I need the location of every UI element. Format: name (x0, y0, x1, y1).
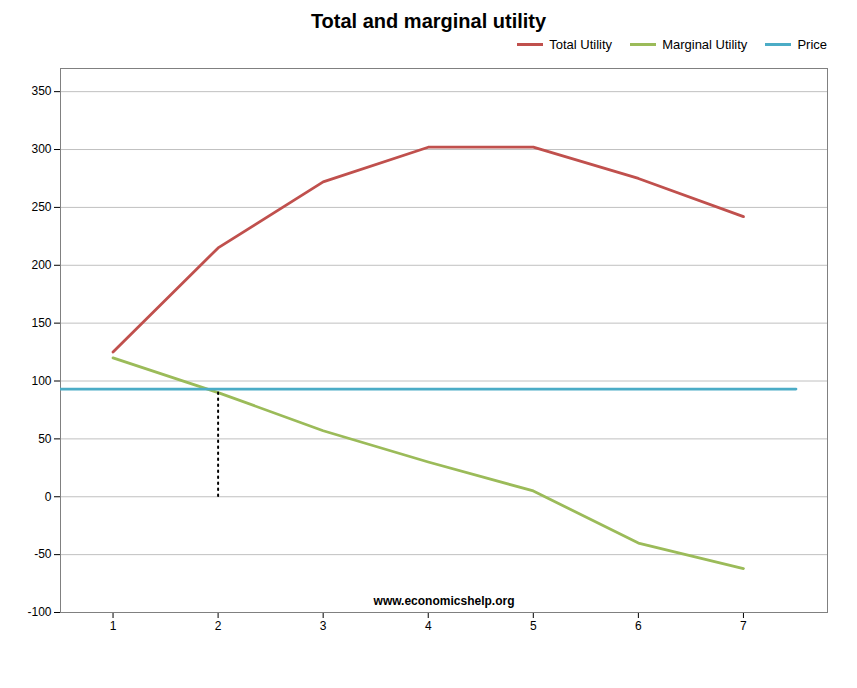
svg-text:4: 4 (425, 619, 432, 633)
svg-text:5: 5 (530, 619, 537, 633)
svg-text:3: 3 (320, 619, 327, 633)
svg-text:350: 350 (31, 84, 51, 98)
svg-text:0: 0 (45, 490, 52, 504)
html-text:Total and marginal utility: Total and marginal utility (310, 10, 547, 32)
svg-text:6: 6 (635, 619, 642, 633)
svg-text:2: 2 (215, 619, 222, 633)
svg-text:100: 100 (31, 374, 51, 388)
svg-text:-100: -100 (27, 605, 51, 619)
svg-text:300: 300 (31, 142, 51, 156)
svg-text:50: 50 (38, 432, 52, 446)
html-text:Marginal Utility: Marginal Utility (662, 37, 748, 52)
html-text:Price: Price (797, 37, 827, 52)
svg-text:200: 200 (31, 258, 51, 272)
svg-text:7: 7 (740, 619, 747, 633)
svg-text:150: 150 (31, 316, 51, 330)
svg-text:250: 250 (31, 200, 51, 214)
svg-text:1: 1 (110, 619, 117, 633)
svg-text:www.economicshelp.org: www.economicshelp.org (373, 594, 515, 608)
svg-text:-50: -50 (34, 547, 52, 561)
html-text:Total Utility: Total Utility (549, 37, 613, 52)
